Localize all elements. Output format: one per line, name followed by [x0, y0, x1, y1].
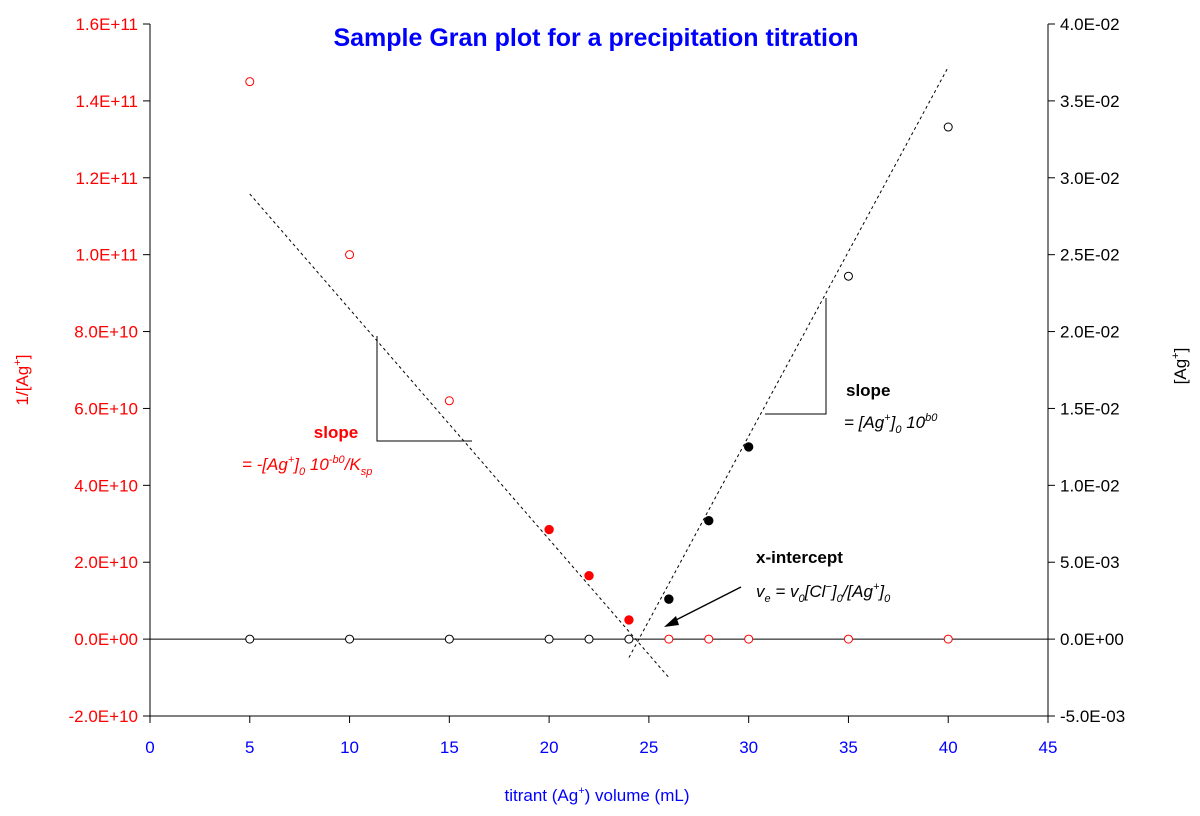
- right-open-point: [245, 634, 255, 644]
- left-y-tick-label: 1.0E+11: [75, 246, 138, 265]
- left-filled-point: [544, 524, 554, 535]
- left-y-tick-label: 0.0E+00: [74, 630, 138, 649]
- chart-title: Sample Gran plot for a precipitation tit…: [333, 24, 858, 52]
- left-slope-label: slope: [314, 423, 358, 442]
- left-y-tick-label: 1.2E+11: [75, 169, 138, 188]
- x-tick-label: 25: [639, 738, 658, 757]
- right-open-point: [584, 634, 594, 644]
- left-y-tick-labels: -2.0E+10 0.0E+00 2.0E+10 4.0E+10 6.0E+10 8.0E…: [69, 15, 138, 726]
- x-tick-label: 5: [245, 738, 254, 757]
- x-tick-label: 0: [145, 738, 154, 757]
- data-points: [245, 77, 953, 644]
- left-y-axis-label: 1/[Ag+]: [12, 355, 32, 406]
- x-axis-label: titrant (Ag+) volume (mL): [505, 785, 690, 805]
- right-y-tick-label: 2.0E-02: [1060, 323, 1120, 342]
- x-tick-label: 30: [739, 738, 758, 757]
- x-tick-label: 35: [839, 738, 858, 757]
- left-open-point: [245, 77, 255, 87]
- right-y-tick-label: 0.0E+00: [1060, 630, 1124, 649]
- right-open-point: [843, 271, 853, 281]
- right-slope-formula: = [Ag+]0 10b0: [844, 412, 938, 436]
- left-fit-line: [249, 193, 670, 678]
- left-filled-point: [584, 570, 594, 581]
- right-open-point: [345, 634, 355, 644]
- right-fit-line: [628, 66, 949, 658]
- left-filled-point: [624, 615, 634, 625]
- right-slope-label: slope: [846, 381, 890, 400]
- right-y-tick-label: 1.5E-02: [1060, 399, 1120, 418]
- x-tick-label: 45: [1039, 738, 1058, 757]
- right-open-point: [943, 122, 953, 132]
- right-y-tick-labels: -5.0E-03 0.0E+00 5.0E-03 1.0E-02 1.5E-02 2.0E…: [1060, 15, 1125, 726]
- left-y-tick-label: 1.4E+11: [75, 92, 138, 111]
- left-slope-formula: = -[Ag+]0 10-b0/Ksp: [242, 454, 372, 478]
- x-tick-label: 10: [340, 738, 359, 757]
- left-open-point: [843, 634, 853, 644]
- x-tick-label: 15: [440, 738, 459, 757]
- right-y-tick-label: 1.0E-02: [1060, 476, 1120, 495]
- left-y-tick-label: 2.0E+10: [74, 553, 138, 572]
- left-slope-triangle: [376, 336, 472, 442]
- intercept-arrow: [664, 586, 742, 627]
- right-y-tick-label: 2.5E-02: [1060, 246, 1120, 265]
- right-open-point: [624, 634, 634, 644]
- left-open-point: [444, 396, 454, 406]
- left-y-tick-label: 1.6E+11: [75, 15, 138, 34]
- right-y-tick-label: 4.0E-02: [1060, 15, 1120, 34]
- right-y-tick-label: -5.0E-03: [1060, 707, 1125, 726]
- left-y-tick-label: 4.0E+10: [74, 476, 138, 495]
- x-tick-label: 40: [939, 738, 958, 757]
- fit-lines: [249, 66, 949, 678]
- left-y-tick-label: 8.0E+10: [74, 323, 138, 342]
- right-y-tick-label: 3.0E-02: [1060, 169, 1120, 188]
- intercept-label: x-intercept: [756, 548, 843, 567]
- right-filled-point: [664, 594, 674, 604]
- x-tick-labels: 0 5 10 15 20 25 30 35 40 45: [145, 738, 1057, 757]
- x-tick-label: 20: [540, 738, 559, 757]
- left-y-tick-label: -2.0E+10: [69, 707, 138, 726]
- axes-group: [143, 23, 1055, 723]
- intercept-formula: ve = v0[Cl−]0/[Ag+]0: [756, 581, 891, 605]
- right-y-tick-label: 5.0E-03: [1060, 553, 1120, 572]
- left-y-tick-label: 6.0E+10: [74, 399, 138, 418]
- left-open-point: [704, 634, 714, 644]
- right-y-axis-label: [Ag+]: [1170, 348, 1190, 385]
- right-filled-point: [743, 442, 754, 452]
- right-open-point: [444, 634, 454, 644]
- right-slope-triangle: [765, 298, 827, 415]
- left-open-point: [345, 250, 355, 260]
- right-y-tick-label: 3.5E-02: [1060, 92, 1120, 111]
- left-open-point: [744, 634, 754, 644]
- right-filled-point: [704, 516, 714, 526]
- right-open-point: [544, 634, 554, 644]
- left-open-point: [664, 634, 674, 644]
- left-open-point: [943, 634, 953, 644]
